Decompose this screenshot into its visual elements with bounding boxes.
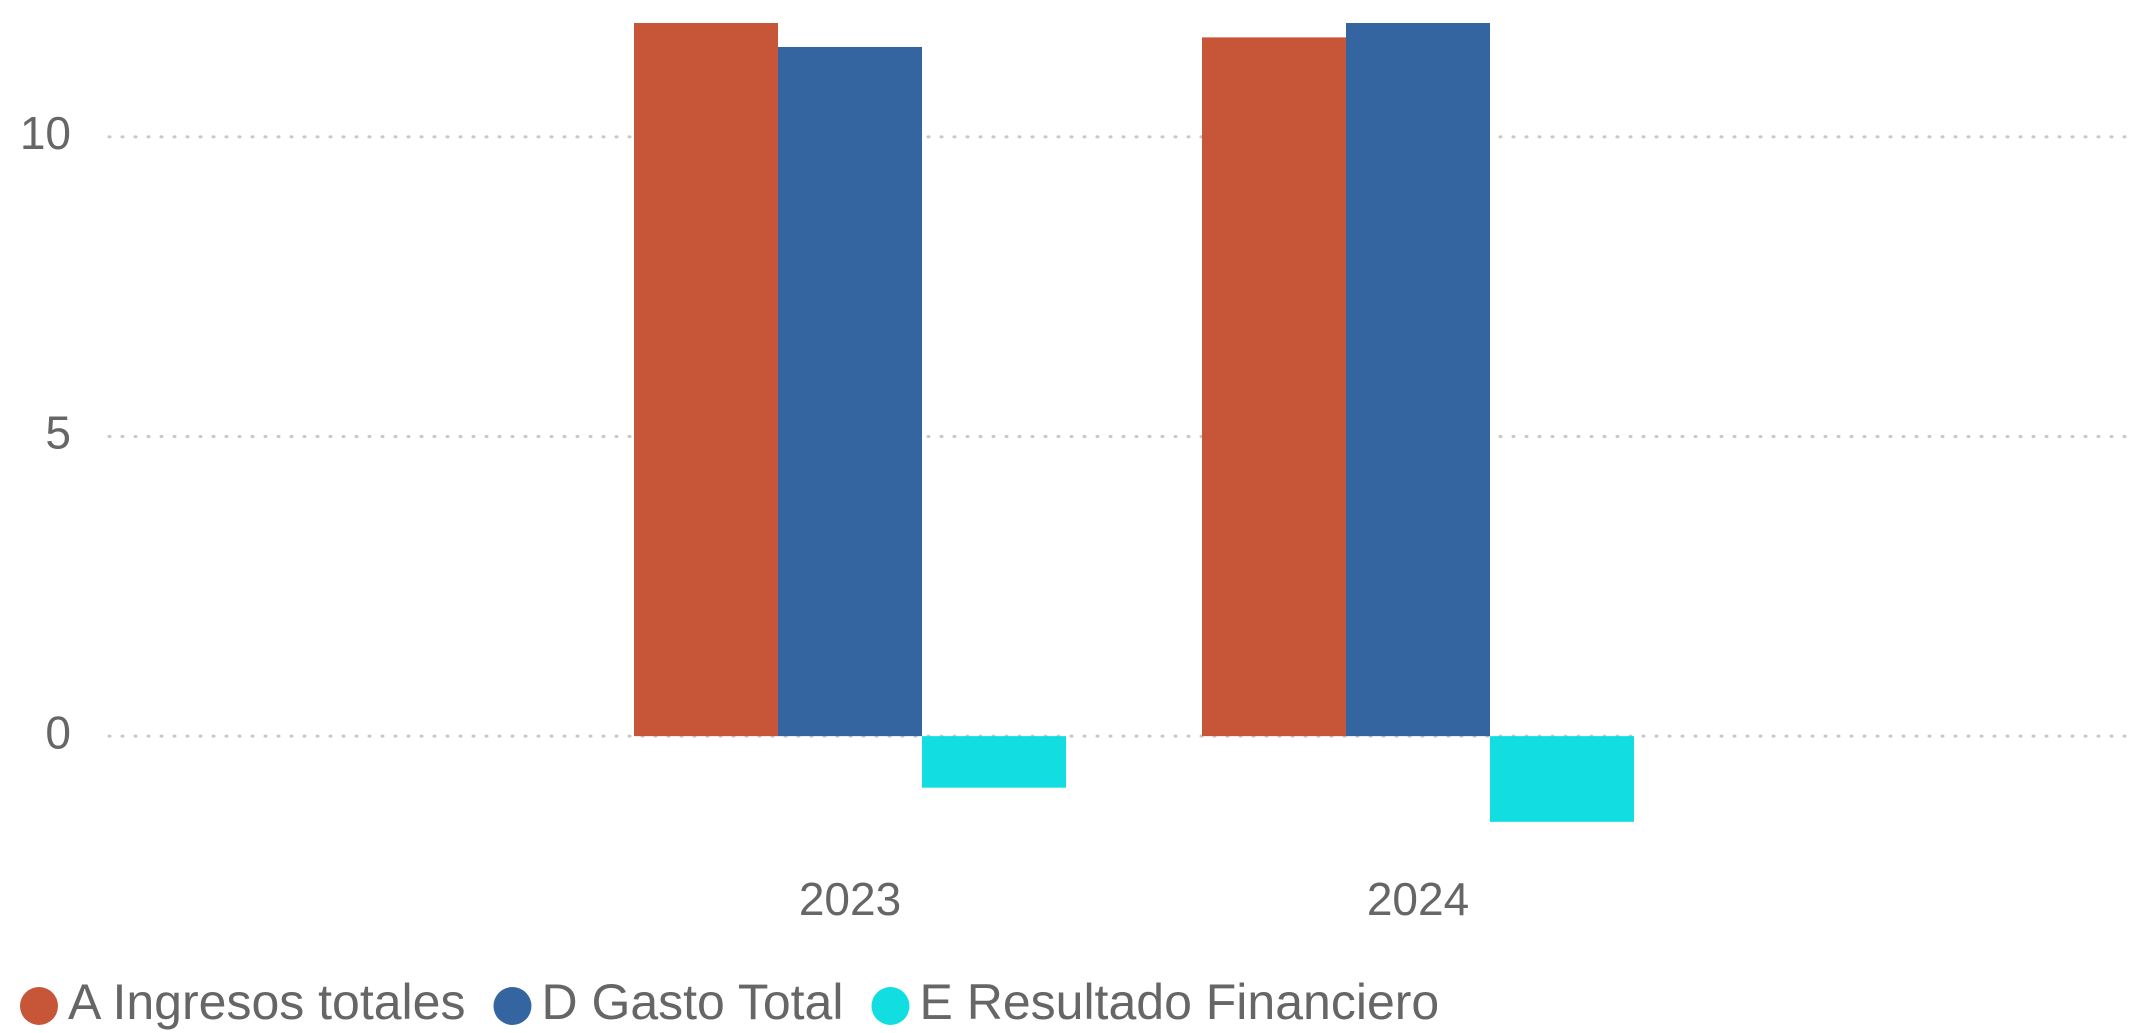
legend-marker	[871, 987, 910, 1025]
bar	[634, 23, 778, 737]
legend-label: E Resultado Financiero	[919, 974, 1439, 1030]
legend-label: D Gasto Total	[541, 974, 843, 1030]
legend-marker	[20, 987, 58, 1025]
x-tick-label: 2023	[799, 873, 901, 925]
legend-label: A Ingresos totales	[68, 974, 465, 1030]
bar	[922, 736, 1066, 788]
bar	[778, 46, 922, 737]
bar	[1202, 37, 1346, 737]
y-tick-label: 0	[45, 706, 71, 758]
y-tick-label: 10	[20, 107, 71, 159]
bar	[1490, 736, 1634, 822]
bar	[1346, 23, 1490, 737]
legend-marker	[493, 987, 532, 1025]
x-tick-label: 2024	[1367, 873, 1469, 925]
y-tick-label: 5	[45, 407, 71, 459]
